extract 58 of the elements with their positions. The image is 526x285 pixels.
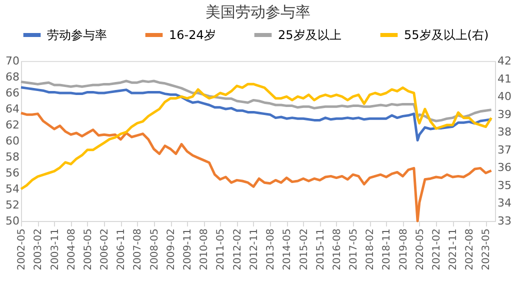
x-tick-label: 2015-02 <box>298 228 310 270</box>
x-tick-label: 2023-05 <box>481 228 492 270</box>
x-tick-label: 2011-05 <box>216 228 227 270</box>
x-tick-label: 2006-02 <box>100 228 111 270</box>
y-tick-label: 64 <box>6 102 20 116</box>
x-tick-label: 2021-02 <box>432 228 443 270</box>
y-tick-label: 66 <box>6 86 20 100</box>
x-tick-label: 2009-02 <box>166 228 178 270</box>
x-tick-label: 2014-05 <box>282 228 294 270</box>
y2-tick-label: 35 <box>498 178 512 192</box>
y-tick-label: 56 <box>6 166 20 180</box>
y-tick-label: 70 <box>6 54 20 68</box>
x-tick-label: 2021-11 <box>448 228 460 270</box>
x-tick-label: 2015-11 <box>315 228 326 270</box>
x-tick-label: 2020-05 <box>414 228 426 270</box>
y-tick-label: 50 <box>6 214 20 228</box>
y-tick-label: 60 <box>6 134 20 148</box>
y2-tick-label: 40 <box>498 90 512 104</box>
y-tick-label: 54 <box>6 182 20 196</box>
legend-label: 55岁及以上(右) <box>404 28 489 42</box>
x-tick-label: 2003-11 <box>50 228 61 270</box>
y2-tick-label: 41 <box>498 72 512 86</box>
y2-tick-label: 36 <box>498 161 512 174</box>
x-tick-label: 2005-05 <box>82 228 94 270</box>
legend-label: 劳动参与率 <box>47 28 107 42</box>
y2-tick-label: 37 <box>498 143 512 156</box>
x-tick-label: 2004-08 <box>66 228 78 270</box>
y-tick-label: 62 <box>6 118 20 132</box>
y-tick-label: 68 <box>6 70 20 84</box>
x-tick-label: 2010-08 <box>199 228 210 270</box>
x-tick-label: 2008-05 <box>149 228 160 270</box>
y-tick-label: 58 <box>6 150 20 164</box>
x-tick-label: 2012-11 <box>248 228 260 270</box>
legend-label: 25岁及以上 <box>278 28 342 42</box>
x-tick-label: 2019-08 <box>398 228 410 270</box>
y-tick-label: 52 <box>6 198 20 212</box>
x-tick-label: 2002-05 <box>16 228 28 270</box>
y2-tick-label: 34 <box>498 196 512 210</box>
legend-label: 16-24岁 <box>169 28 216 42</box>
x-tick-label: 2018-02 <box>365 228 376 270</box>
y2-tick-label: 39 <box>498 108 512 121</box>
y2-tick-label: 42 <box>498 54 512 68</box>
chart-title: 美国劳动参与率 <box>206 3 310 21</box>
x-tick-label: 2022-08 <box>464 228 476 270</box>
line-series <box>20 80 493 122</box>
x-tick-label: 2018-11 <box>382 228 393 270</box>
x-tick-label: 2013-08 <box>266 228 277 270</box>
line-series <box>20 82 493 190</box>
x-tick-label: 2016-08 <box>332 228 343 270</box>
line-series <box>20 112 493 222</box>
x-tick-label: 2017-05 <box>348 228 360 270</box>
x-tick-label: 2007-08 <box>132 228 144 270</box>
x-tick-label: 2006-11 <box>116 228 128 270</box>
x-tick-label: 2009-11 <box>182 228 194 270</box>
x-tick-label: 2003-02 <box>33 228 44 270</box>
x-tick-label: 2012-02 <box>232 228 244 270</box>
y2-tick-label: 33 <box>498 214 512 228</box>
y2-tick-label: 38 <box>498 126 512 139</box>
